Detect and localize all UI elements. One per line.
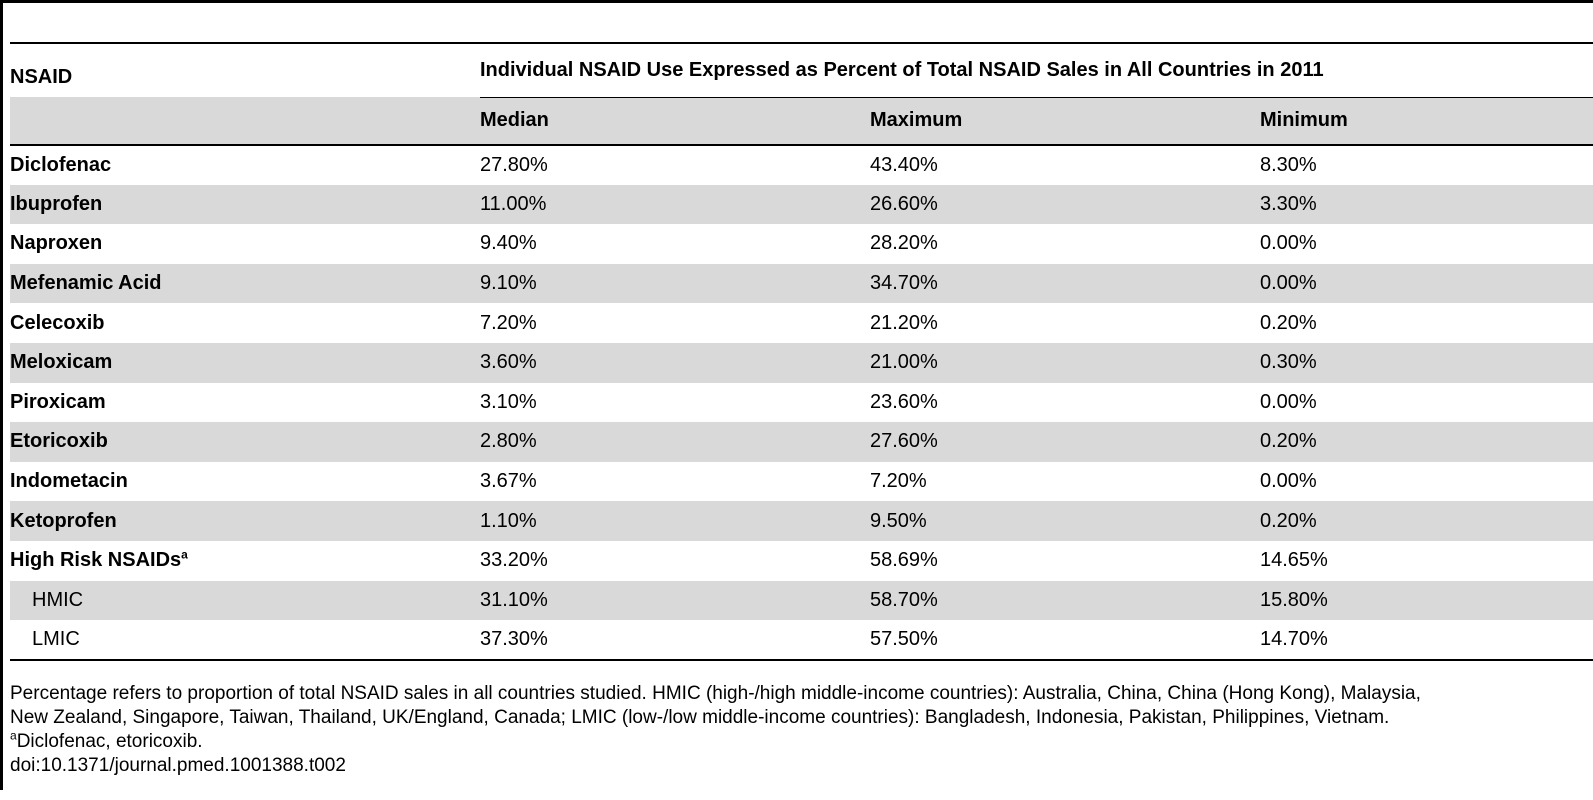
table-row: Celecoxib 7.20% 21.20% 0.20%: [10, 303, 1593, 343]
footnote-a-marker: a: [10, 728, 17, 743]
minimum-cell: 0.20%: [1260, 311, 1317, 334]
column-header-minimum: Minimum: [1260, 109, 1348, 132]
footnote-marker: a: [181, 547, 188, 562]
row-label: Ibuprofen: [10, 192, 103, 215]
row-label: Diclofenac: [10, 153, 112, 176]
table-row: Piroxicam 3.10% 23.60% 0.00%: [10, 383, 1593, 423]
median-cell: 1.10%: [480, 509, 537, 532]
table-row: Diclofenac 27.80% 43.40% 8.30%: [10, 145, 1593, 185]
minimum-cell: 0.00%: [1260, 390, 1317, 413]
left-border-rule: [0, 0, 3, 790]
row-label: LMIC: [32, 627, 80, 650]
maximum-cell: 28.20%: [870, 232, 938, 255]
minimum-cell: 0.30%: [1260, 351, 1317, 374]
minimum-cell: 14.65%: [1260, 549, 1328, 572]
table-row: Meloxicam 3.60% 21.00% 0.30%: [10, 342, 1593, 383]
row-label: Ketoprofen: [10, 509, 117, 532]
footnote-line-2: New Zealand, Singapore, Taiwan, Thailand…: [10, 707, 1390, 728]
median-cell: 37.30%: [480, 627, 548, 650]
table-row: Ketoprofen 1.10% 9.50% 0.20%: [10, 501, 1593, 541]
median-cell: 3.10%: [480, 390, 537, 413]
minimum-cell: 0.00%: [1260, 232, 1317, 255]
footnote-a: aDiclofenac, etoricoxib.: [10, 730, 1590, 754]
row-label: Mefenamic Acid: [10, 272, 162, 295]
footnote-line-1: Percentage refers to proportion of total…: [10, 683, 1421, 704]
header-spacer: [10, 97, 480, 145]
top-border-rule: [0, 0, 1593, 3]
minimum-cell: 0.20%: [1260, 509, 1317, 532]
maximum-cell: 7.20%: [870, 470, 927, 493]
row-label: Meloxicam: [10, 351, 113, 374]
maximum-cell: 9.50%: [870, 509, 927, 532]
table-row-subgroup: LMIC 37.30% 57.50% 14.70%: [10, 620, 1593, 660]
median-cell: 3.67%: [480, 470, 537, 493]
minimum-cell: 0.00%: [1260, 470, 1317, 493]
maximum-cell: 57.50%: [870, 627, 938, 650]
median-cell: 11.00%: [480, 192, 547, 215]
row-label: HMIC: [32, 588, 84, 611]
maximum-cell: 26.60%: [870, 192, 938, 215]
column-group-header: Individual NSAID Use Expressed as Percen…: [480, 43, 1593, 98]
row-label: Etoricoxib: [10, 430, 108, 453]
row-label: Celecoxib: [10, 311, 105, 334]
median-cell: 33.20%: [480, 549, 548, 572]
header-row-2: Median Maximum Minimum: [10, 97, 1593, 145]
maximum-cell: 27.60%: [870, 430, 938, 453]
column-header-maximum: Maximum: [870, 109, 963, 132]
high-risk-label: High Risk NSAIDs: [10, 549, 182, 572]
minimum-cell: 3.30%: [1260, 192, 1317, 215]
table-row: Ibuprofen 11.00% 26.60% 3.30%: [10, 184, 1593, 225]
column-header-nsaid: NSAID: [10, 66, 73, 88]
median-cell: 31.10%: [480, 588, 548, 611]
median-cell: 9.10%: [480, 272, 537, 295]
median-cell: 3.60%: [480, 351, 537, 374]
row-label: Indometacin: [10, 470, 128, 493]
nsaid-table: NSAID Individual NSAID Use Expressed as …: [10, 42, 1593, 661]
maximum-cell: 58.70%: [870, 588, 938, 611]
row-label: Piroxicam: [10, 390, 106, 413]
maximum-cell: 34.70%: [870, 272, 938, 295]
maximum-cell: 21.00%: [870, 351, 938, 374]
minimum-cell: 8.30%: [1260, 153, 1317, 176]
maximum-cell: 43.40%: [870, 153, 938, 176]
minimum-cell: 15.80%: [1260, 588, 1328, 611]
table-row-subgroup: HMIC 31.10% 58.70% 15.80%: [10, 580, 1593, 621]
median-cell: 7.20%: [480, 311, 537, 334]
table-row: Etoricoxib 2.80% 27.60% 0.20%: [10, 422, 1593, 462]
row-label: Naproxen: [10, 232, 103, 255]
table-footnotes: Percentage refers to proportion of total…: [10, 682, 1590, 778]
table-row: Mefenamic Acid 9.10% 34.70% 0.00%: [10, 263, 1593, 304]
maximum-cell: 23.60%: [870, 390, 938, 413]
maximum-cell: 21.20%: [870, 311, 938, 334]
table-row: Naproxen 9.40% 28.20% 0.00%: [10, 224, 1593, 264]
minimum-cell: 14.70%: [1260, 627, 1328, 650]
minimum-cell: 0.20%: [1260, 430, 1317, 453]
table-row-high-risk: High Risk NSAIDsa 33.20% 58.69% 14.65%: [10, 541, 1593, 581]
footnote-a-text: Diclofenac, etoricoxib.: [16, 731, 203, 752]
doi-link[interactable]: doi:10.1371/journal.pmed.1001388.t002: [10, 755, 346, 776]
table-row: Indometacin 3.67% 7.20% 0.00%: [10, 462, 1593, 502]
maximum-cell: 58.69%: [870, 549, 938, 572]
median-cell: 9.40%: [480, 232, 537, 255]
column-header-median: Median: [480, 109, 549, 132]
header-row-1: NSAID Individual NSAID Use Expressed as …: [10, 43, 1593, 98]
minimum-cell: 0.00%: [1260, 272, 1317, 295]
median-cell: 27.80%: [480, 153, 548, 176]
row-label: High Risk NSAIDsa: [10, 541, 480, 581]
median-cell: 2.80%: [480, 430, 537, 453]
